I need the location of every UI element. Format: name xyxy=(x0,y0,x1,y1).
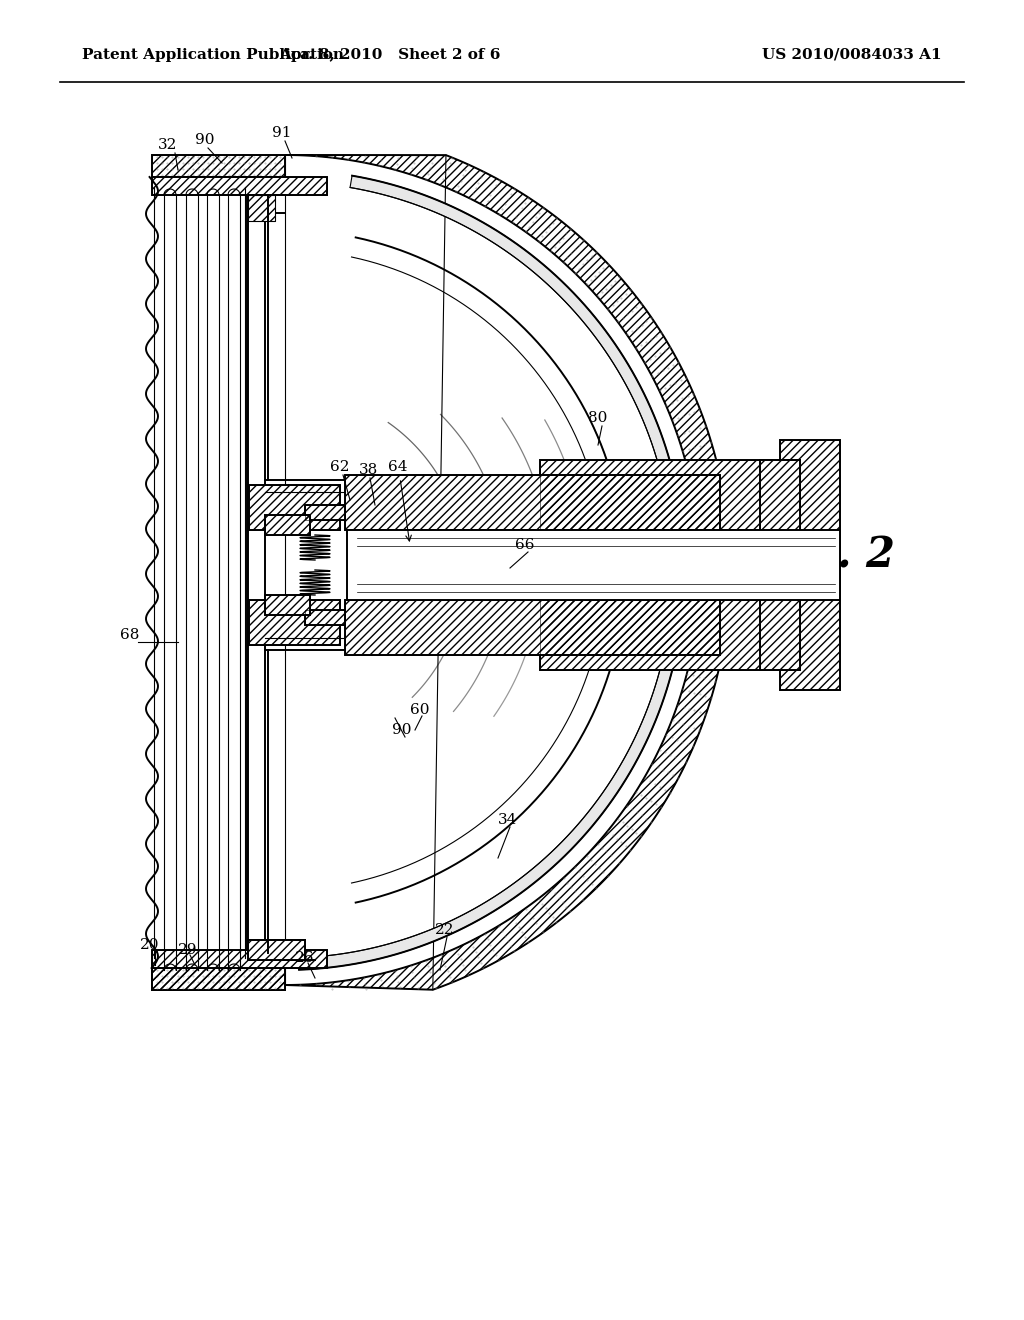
Polygon shape xyxy=(152,950,327,968)
Text: 90: 90 xyxy=(196,133,215,147)
Polygon shape xyxy=(345,475,720,531)
Text: Patent Application Publication: Patent Application Publication xyxy=(82,48,344,62)
Polygon shape xyxy=(285,154,730,990)
Polygon shape xyxy=(265,595,310,615)
Text: 29: 29 xyxy=(178,942,198,957)
Text: 68: 68 xyxy=(120,628,139,642)
Polygon shape xyxy=(152,177,327,195)
Polygon shape xyxy=(152,968,285,990)
Text: 91: 91 xyxy=(272,125,292,140)
Text: 38: 38 xyxy=(358,463,378,477)
Polygon shape xyxy=(248,195,275,220)
Text: Apr. 8, 2010   Sheet 2 of 6: Apr. 8, 2010 Sheet 2 of 6 xyxy=(280,48,501,62)
Text: FIG. 2: FIG. 2 xyxy=(755,535,896,576)
Text: 60: 60 xyxy=(411,704,430,717)
Polygon shape xyxy=(249,601,340,645)
Polygon shape xyxy=(305,610,345,624)
Text: 22: 22 xyxy=(435,923,455,937)
Polygon shape xyxy=(249,484,340,531)
Text: 66: 66 xyxy=(515,539,535,552)
Polygon shape xyxy=(248,940,305,960)
Text: 20: 20 xyxy=(140,939,160,952)
Polygon shape xyxy=(540,459,800,531)
Polygon shape xyxy=(345,601,720,655)
Polygon shape xyxy=(152,154,285,177)
Text: 80: 80 xyxy=(589,411,607,425)
Text: 26: 26 xyxy=(295,950,314,965)
Polygon shape xyxy=(347,531,840,601)
Text: 90: 90 xyxy=(392,723,412,737)
Text: US 2010/0084033 A1: US 2010/0084033 A1 xyxy=(763,48,942,62)
Polygon shape xyxy=(760,459,800,671)
Polygon shape xyxy=(780,440,840,690)
Text: 64: 64 xyxy=(388,459,408,474)
Polygon shape xyxy=(265,515,310,535)
Text: 32: 32 xyxy=(159,139,178,152)
Polygon shape xyxy=(305,506,345,520)
Text: 62: 62 xyxy=(331,459,350,474)
Text: 34: 34 xyxy=(499,813,518,828)
Polygon shape xyxy=(152,968,285,990)
Polygon shape xyxy=(540,601,800,671)
Polygon shape xyxy=(299,176,685,970)
